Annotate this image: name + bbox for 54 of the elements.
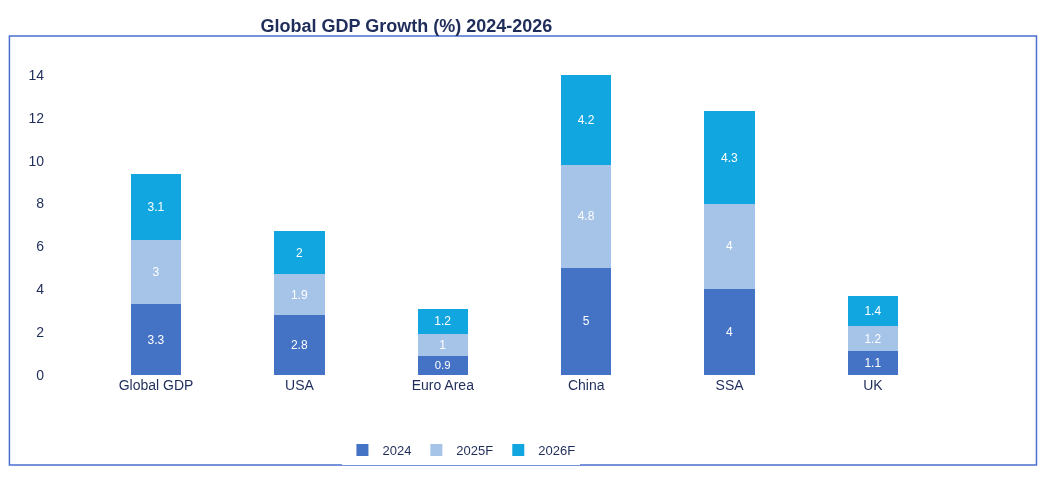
data-label: 4: [726, 239, 734, 254]
data-label: 2.8: [290, 338, 308, 352]
data-label: 1.2: [864, 331, 882, 346]
data-label: 2: [295, 245, 303, 260]
bar: [130, 173, 182, 240]
data-label: 4: [726, 325, 734, 340]
bar: [561, 75, 612, 165]
bar: [274, 274, 325, 315]
data-label: 1.2: [434, 314, 452, 329]
data-label: 3: [152, 265, 160, 280]
data-label: 4.8: [577, 209, 595, 224]
data-label: 3.1: [147, 199, 165, 214]
data-label: 5: [582, 314, 590, 329]
bar: [417, 308, 468, 335]
y-tick-label: 6: [36, 238, 45, 255]
data-label: 1.1: [864, 356, 882, 371]
x-tick-label: Global GDP: [118, 377, 194, 393]
bar: [561, 165, 612, 268]
data-label: 0.9: [434, 359, 451, 372]
bar: [417, 355, 468, 375]
data-label: 1.4: [864, 303, 882, 318]
bar: [847, 351, 899, 375]
data-label: 1: [439, 338, 447, 352]
bar: [417, 334, 468, 356]
x-tick-label: Euro Area: [411, 377, 475, 393]
bar: [704, 203, 755, 290]
data-label: 1.9: [290, 287, 308, 302]
y-tick-label: 10: [28, 152, 45, 169]
bar: [847, 325, 899, 352]
bar: [561, 267, 612, 375]
x-tick-label: SSA: [715, 377, 745, 393]
data-label: 4.3: [721, 150, 739, 165]
x-tick-label: UK: [863, 377, 884, 393]
bar: [274, 315, 325, 375]
y-tick-label: 0: [36, 366, 45, 383]
y-tick-label: 4: [36, 281, 45, 298]
legend-label: 2024: [382, 443, 412, 459]
bar: [130, 304, 182, 375]
data-label: 3.3: [147, 332, 165, 347]
y-tick-label: 2: [36, 324, 45, 341]
bar: [704, 289, 755, 375]
bar: [704, 111, 755, 204]
legend-label: 2026F: [538, 443, 576, 459]
y-tick-label: 12: [28, 109, 45, 126]
data-label: 4.2: [577, 113, 595, 127]
bar: [274, 231, 325, 275]
y-tick-label: 8: [36, 195, 45, 212]
chart-title: Global GDP Growth (%) 2024-2026: [260, 15, 553, 36]
x-tick-label: China: [567, 377, 605, 393]
legend-label: 2025F: [456, 443, 494, 459]
bar: [847, 295, 899, 326]
x-tick-label: USA: [285, 377, 315, 393]
y-tick-label: 14: [28, 66, 45, 83]
bar: [130, 240, 182, 305]
